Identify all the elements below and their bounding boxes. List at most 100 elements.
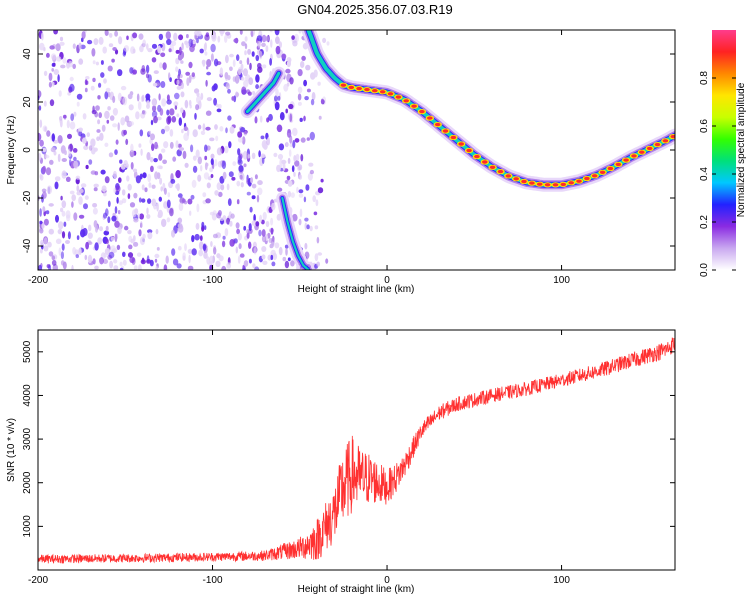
ridge-peak (489, 165, 496, 169)
noise-speckle (47, 241, 52, 248)
noise-speckle (109, 115, 115, 121)
ridge-peak (497, 169, 504, 174)
ridge-peak (552, 183, 559, 187)
noise-speckle (147, 48, 153, 53)
ridge-peak (379, 90, 386, 94)
noise-speckle (298, 30, 302, 34)
y-tick-label: -40 (22, 238, 33, 253)
snr-marks (38, 337, 675, 564)
ridge-peak (568, 181, 574, 185)
noise-speckle (247, 48, 252, 55)
ridge-peak (356, 86, 362, 91)
noise-speckle (206, 182, 211, 189)
noise-speckle (206, 256, 211, 265)
noise-speckle (38, 90, 42, 98)
noise-speckle (104, 91, 109, 100)
noise-speckle (154, 253, 160, 259)
noise-speckle (232, 161, 237, 167)
spectrogram-xlabel: Height of straight line (km) (298, 284, 415, 295)
noise-speckle (183, 126, 188, 132)
lower-branch-track (276, 192, 315, 270)
noise-speckle (136, 93, 140, 102)
noise-speckle (61, 231, 66, 239)
colorbar-tick-label: 0.0 (699, 263, 710, 277)
noise-speckle (42, 191, 47, 199)
noise-speckle (261, 246, 267, 252)
noise-speckle (42, 125, 48, 132)
noise-speckle (68, 60, 73, 68)
noise-speckle (78, 188, 84, 194)
noise-speckle (151, 143, 155, 151)
noise-speckle (117, 69, 123, 77)
noise-speckle (39, 228, 44, 234)
snr-ylabel: SNR (10 * v/v) (6, 418, 17, 482)
noise-speckle (194, 233, 200, 241)
noise-speckle (95, 105, 100, 111)
noise-speckle (97, 119, 101, 125)
noise-speckle (161, 218, 167, 228)
noise-speckle (225, 54, 229, 64)
noise-speckle (122, 259, 127, 266)
y-tick-label: 3000 (22, 428, 33, 451)
noise-speckle (254, 116, 258, 124)
noise-speckle (125, 138, 129, 145)
noise-speckle (204, 34, 210, 41)
noise-speckle (293, 155, 297, 162)
noise-speckle (301, 55, 306, 61)
ridge-peak (560, 182, 567, 187)
noise-speckle (250, 30, 254, 38)
noise-speckle (91, 109, 97, 115)
noise-speckle (59, 36, 64, 42)
noise-speckle (130, 162, 134, 170)
noise-speckle (306, 88, 311, 93)
noise-speckle (93, 187, 98, 192)
noise-speckle (133, 192, 138, 199)
noise-speckle (214, 190, 219, 196)
noise-speckle (256, 35, 263, 42)
noise-speckle (111, 215, 117, 222)
noise-speckle (277, 95, 281, 101)
noise-speckle (220, 184, 225, 191)
noise-speckle (130, 143, 134, 153)
noise-speckle (140, 68, 146, 75)
noise-speckle (92, 77, 96, 83)
noise-speckle (237, 232, 242, 241)
noise-speckle (212, 210, 217, 216)
ridge-peak (434, 122, 441, 127)
noise-speckle (292, 127, 298, 137)
noise-speckle (303, 115, 306, 122)
colorbar: 0.0 0.2 0.4 0.6 0.8 Normalized spectral ampl… (699, 30, 747, 277)
noise-speckle (41, 188, 47, 193)
noise-speckle (286, 82, 290, 87)
noise-speckle (177, 223, 183, 229)
noise-speckle (85, 241, 89, 250)
noise-speckle (205, 198, 211, 204)
noise-speckle (124, 225, 129, 231)
noise-speckle (275, 36, 280, 45)
noise-speckle (204, 42, 207, 51)
ridge-track (301, 30, 675, 192)
noise-speckle (61, 158, 67, 162)
noise-speckle (76, 235, 80, 241)
noise-speckle (103, 192, 107, 197)
noise-speckle (218, 191, 223, 198)
noise-speckle (117, 92, 122, 102)
noise-speckle (190, 144, 194, 153)
noise-speckle (195, 104, 200, 111)
noise-speckle (105, 225, 109, 232)
noise-speckle (50, 53, 57, 60)
noise-speckle (174, 92, 180, 100)
noise-speckle (206, 59, 212, 67)
noise-speckle (126, 35, 129, 41)
noise-speckle (175, 184, 179, 189)
noise-speckle (146, 214, 151, 219)
noise-speckle (54, 176, 61, 182)
noise-speckle (151, 110, 158, 118)
noise-speckle (304, 242, 308, 250)
noise-speckle (189, 210, 192, 216)
noise-speckle (75, 175, 81, 180)
ridge-peak (466, 148, 472, 153)
noise-speckle (116, 244, 121, 250)
noise-speckle (289, 135, 293, 144)
noise-speckle (182, 198, 186, 203)
